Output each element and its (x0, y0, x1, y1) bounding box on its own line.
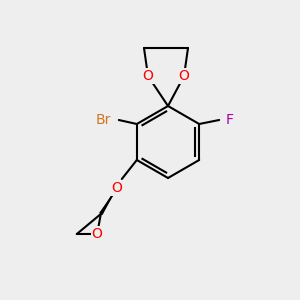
Text: O: O (111, 181, 122, 195)
Text: F: F (225, 113, 233, 127)
Polygon shape (99, 188, 117, 215)
Text: O: O (92, 227, 103, 241)
Text: O: O (142, 69, 153, 83)
Text: Br: Br (95, 113, 111, 127)
Text: O: O (178, 69, 189, 83)
